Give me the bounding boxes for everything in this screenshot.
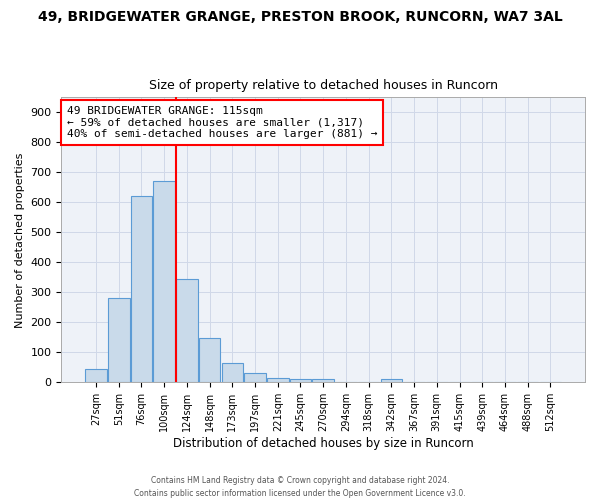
Title: Size of property relative to detached houses in Runcorn: Size of property relative to detached ho… — [149, 79, 498, 92]
Bar — [290, 380, 311, 382]
Bar — [154, 182, 175, 382]
Bar — [221, 363, 243, 382]
Bar — [267, 378, 289, 382]
Text: Contains HM Land Registry data © Crown copyright and database right 2024.
Contai: Contains HM Land Registry data © Crown c… — [134, 476, 466, 498]
Bar — [380, 380, 402, 382]
X-axis label: Distribution of detached houses by size in Runcorn: Distribution of detached houses by size … — [173, 437, 473, 450]
Bar — [85, 369, 107, 382]
Text: 49, BRIDGEWATER GRANGE, PRESTON BROOK, RUNCORN, WA7 3AL: 49, BRIDGEWATER GRANGE, PRESTON BROOK, R… — [38, 10, 562, 24]
Bar — [131, 196, 152, 382]
Y-axis label: Number of detached properties: Number of detached properties — [15, 152, 25, 328]
Bar — [108, 298, 130, 382]
Bar — [199, 338, 220, 382]
Text: 49 BRIDGEWATER GRANGE: 115sqm
← 59% of detached houses are smaller (1,317)
40% o: 49 BRIDGEWATER GRANGE: 115sqm ← 59% of d… — [67, 106, 377, 139]
Bar — [176, 279, 197, 382]
Bar — [244, 374, 266, 382]
Bar — [313, 380, 334, 382]
